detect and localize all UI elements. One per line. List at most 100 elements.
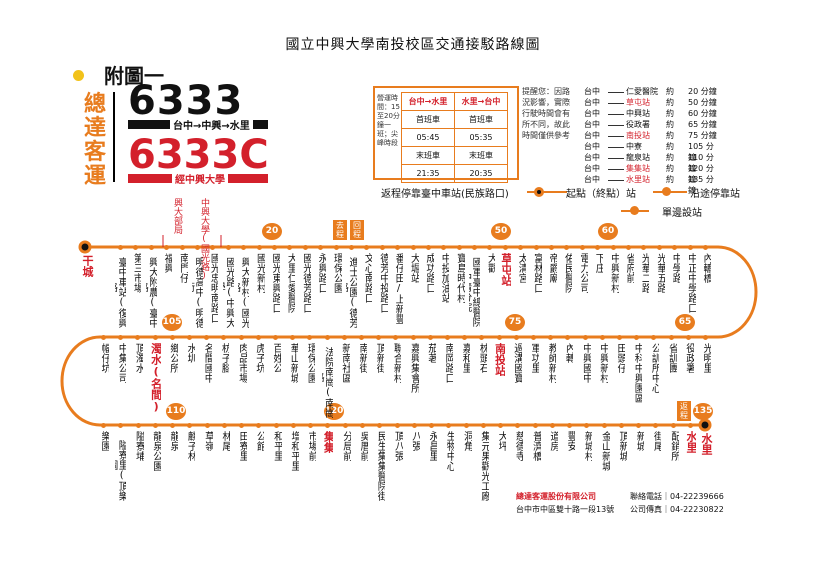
stop-marker-icon [480,423,486,428]
travel-time-row: 台中 中興站 約 60 分鐘 [584,108,718,119]
stop-label: 名間國中 [202,343,213,383]
travel-to: 龍泉站 [626,153,650,162]
stop-label: 帝爵廟 [547,253,558,283]
stop-marker-icon [487,245,493,250]
station-note: 興大部局 [172,198,182,234]
schedule-box: 營運時間：15至20分鐘一班；尖峰時段 台中→水里 水里→台中 首班車 首班車 0… [373,86,519,183]
stop-label: 民生集集醫院街 [375,431,386,501]
stop-marker-icon [318,245,324,250]
stop-label: 洞角 [461,431,472,451]
stop-marker-icon [513,335,519,340]
stop-marker-icon [502,245,508,250]
stop-marker-icon [169,335,175,340]
company-char: 總 [83,92,106,117]
stop-label: 富林路口 [531,253,542,293]
company-char: 運 [83,164,106,189]
stop-label: 集元果觀光工廠 [478,431,489,501]
oneway-stop-icon [630,206,639,215]
stop-marker-icon [582,335,588,340]
stop-label: 和平里 [271,431,282,461]
stop-marker-icon [498,423,504,428]
stop-label: 生物中心 [444,431,455,471]
direction-tag: 返程 [677,401,691,421]
stop-label: 樂園 [99,431,109,451]
stop-marker-icon [641,245,647,250]
stop-marker-icon [533,245,539,250]
stop-label: 新城 [634,431,645,451]
direction-tag: 回程 [350,220,364,240]
time-badge: 120 [324,403,344,420]
stop-label: 慈德寺 [513,431,524,461]
time-badge: 50 [491,223,511,240]
stop-label: 役政署 [683,343,694,373]
stop-marker-icon [472,245,478,250]
stop-marker-icon [287,245,293,250]
stop-label: 內轉 [563,343,574,363]
stop-marker-icon [221,335,227,340]
stop-marker-icon [225,245,231,250]
start-terminal-label: 干城 [81,255,94,277]
stop-marker-icon [595,245,601,250]
stop-marker-icon [564,245,570,250]
stop-label: 中興國中 [580,343,591,383]
page-title: 國立中興大學南投校區交通接駁路線圖 [285,37,541,53]
legend-oneway-label: 單邊設站 [662,208,702,219]
travel-time-row: 台中 集集站約 120 分鐘 [584,163,718,184]
stop-marker-icon [152,423,158,428]
stop-marker-icon [148,245,154,250]
route-number-c: 6333C [128,132,269,178]
stop-marker-icon [532,423,538,428]
stop-marker-icon [118,423,124,428]
stop-marker-icon [610,245,616,250]
stop-marker-icon [567,423,573,428]
stop-label: 環保公園 [305,343,316,383]
stop-marker-icon [210,245,216,250]
company-vertical-name: 總 達 客 運 [82,93,108,189]
leader-line [608,97,624,104]
stop-label: 水圳 [185,343,195,363]
travel-about: 約 [666,98,674,107]
stop-marker-icon [410,335,416,340]
travel-to: 南投站 [626,131,650,140]
stop-marker-icon [341,335,347,340]
stop-marker-icon [348,245,354,250]
stop-label: 田頭仔 [615,343,625,373]
stop-label: 鄉公所 [167,343,178,373]
stop-label: 草屯站 [499,253,511,286]
stop-marker-icon [308,423,314,428]
stop-marker-icon [394,423,400,428]
stop-marker-icon [670,423,676,428]
stop-label: 臺中車站(復興路) [115,256,126,328]
footer-company: 總達客運股份有限公司 [516,492,596,501]
stop-marker-icon [626,245,632,250]
stop-marker-icon [636,423,642,428]
stop-label: 法院南崗(南崗路) [322,346,333,418]
stop-marker-icon [333,245,339,250]
stop-label: 枕頭石 [477,343,488,373]
travel-to: 中寮 [626,142,642,151]
stop-label: 德芳中投路口 [377,253,388,313]
stop-marker-icon [221,423,227,428]
stop-marker-icon [204,335,210,340]
stop-marker-icon [255,335,261,340]
legend-origin-label: 起點（終點）站 [566,189,636,200]
stop-marker-icon [118,335,124,340]
time-badge: 75 [505,314,525,331]
stop-label: 新南社區 [339,343,350,383]
stop-marker-icon [441,245,447,250]
stop-label: 枋子腳 [219,343,230,373]
stop-label: 光明里 [701,343,711,373]
stop-label: 南投站 [493,343,505,376]
leader-line [608,130,624,137]
stop-marker-icon [239,423,245,428]
stop-marker-icon [377,423,383,428]
stop-marker-icon [204,423,210,428]
stop-label: 公訓所中心 [649,343,660,393]
stop-label: 環保公園 [331,253,342,293]
travel-minutes: 60 分鐘 [688,109,717,118]
stop-marker-icon [101,423,106,428]
schedule-side-label: 營運時間：15至20分鐘一班；尖峰時段 [377,94,400,147]
travel-time-row: 台中 仁愛醫院約 20 分鐘 [584,86,718,97]
leader-line [608,119,624,126]
stop-label: 永興路口 [316,253,327,293]
